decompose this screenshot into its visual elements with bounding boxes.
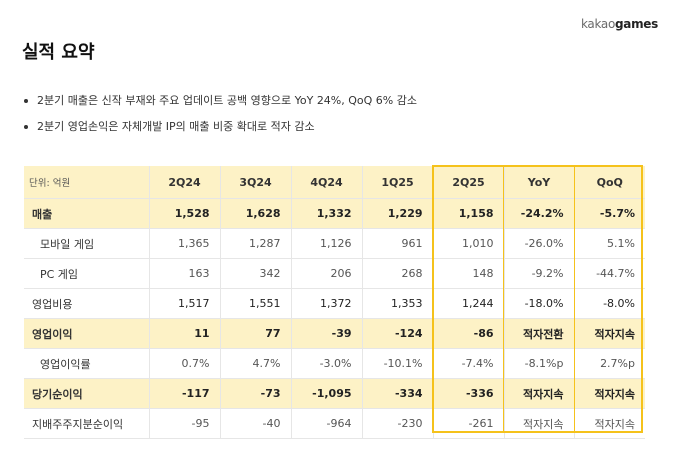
table-cell: -18.0% [504,288,575,319]
logo-kakao-text: kakao [580,17,616,31]
bullet-text: 2분기 영업손익은 자체개발 IP의 매출 비중 확대로 적자 감소 [37,120,315,133]
row-label: PC 게임 [24,258,150,289]
table-cell: 1,517 [149,288,221,319]
table-cell: 77 [220,318,292,349]
column-header: 1Q25 [362,166,434,199]
table-header-row: 단위: 억원 2Q24 3Q24 4Q24 1Q25 2Q25 YoY QoQ [24,166,645,199]
table-cell: 1,229 [362,198,434,229]
table-cell: -124 [362,318,434,349]
table-cell: 2.7%p [574,348,645,379]
table-row-controlling-net-income: 지배주주지분순이익 -95 -40 -964 -230 -261 적자지속 적자… [24,408,645,439]
table-cell: 1,528 [149,198,221,229]
table-cell: 206 [291,258,363,289]
table-row-opex: 영업비용 1,517 1,551 1,372 1,353 1,244 -18.0… [24,288,645,319]
column-header: 2Q24 [149,166,221,199]
table-cell: 961 [362,228,434,259]
table-cell: 11 [149,318,221,349]
unit-label: 단위: 억원 [24,166,150,199]
table-cell: 1,372 [291,288,363,319]
table-cell: 1,551 [220,288,292,319]
table-cell: 1,332 [291,198,363,229]
table-cell: 적자지속 [504,378,575,409]
summary-bullets: 2분기 매출은 신작 부재와 주요 업데이트 공백 영향으로 YoY 24%, … [24,94,417,146]
table-cell: -1,095 [291,378,363,409]
table-cell: 1,628 [220,198,292,229]
page-title: 실적 요약 [22,42,95,63]
table-cell: -24.2% [504,198,575,229]
row-label: 영업이익률 [24,348,150,379]
table-cell: -40 [220,408,292,439]
table-cell: 342 [220,258,292,289]
table-cell: 148 [433,258,505,289]
table-row-pc: PC 게임 163 342 206 268 148 -9.2% -44.7% [24,258,645,289]
table-cell: 1,158 [433,198,505,229]
table-cell: -117 [149,378,221,409]
column-header: QoQ [574,166,645,199]
table-cell: -86 [433,318,505,349]
table-cell: 적자전환 [504,318,575,349]
table-cell: 적자지속 [504,408,575,439]
table-row-operating-profit: 영업이익 11 77 -39 -124 -86 적자전환 적자지속 [24,318,645,349]
table-cell: 4.7% [220,348,292,379]
bullet-dot-icon [24,99,28,103]
table-cell: -7.4% [433,348,505,379]
bullet-item: 2분기 매출은 신작 부재와 주요 업데이트 공백 영향으로 YoY 24%, … [24,94,417,108]
table-cell: -8.1%p [504,348,575,379]
column-header: 3Q24 [220,166,292,199]
table-cell: -334 [362,378,434,409]
table-row-mobile: 모바일 게임 1,365 1,287 1,126 961 1,010 -26.0… [24,228,645,259]
table-cell: 적자지속 [574,378,645,409]
table-cell: 1,010 [433,228,505,259]
table-cell: 0.7% [149,348,221,379]
row-label: 영업비용 [24,288,150,319]
column-header: YoY [504,166,575,199]
table-row-revenue: 매출 1,528 1,628 1,332 1,229 1,158 -24.2% … [24,198,645,229]
table-cell: 1,353 [362,288,434,319]
row-label: 매출 [24,198,150,229]
table-cell: -9.2% [504,258,575,289]
table-cell: -3.0% [291,348,363,379]
row-label: 당기순이익 [24,378,150,409]
table-cell: 1,287 [220,228,292,259]
column-header: 2Q25 [433,166,505,199]
table-cell: 1,126 [291,228,363,259]
table-cell: -964 [291,408,363,439]
table-cell: -8.0% [574,288,645,319]
table-cell: 268 [362,258,434,289]
kakaogames-logo: kakaogames [581,17,658,31]
table-cell: -95 [149,408,221,439]
earnings-summary-table: 단위: 억원 2Q24 3Q24 4Q24 1Q25 2Q25 YoY QoQ … [24,166,645,439]
column-header: 4Q24 [291,166,363,199]
table-cell: -44.7% [574,258,645,289]
table-cell: -261 [433,408,505,439]
logo-games-text: games [615,17,658,31]
bullet-dot-icon [24,125,28,129]
bullet-item: 2분기 영업손익은 자체개발 IP의 매출 비중 확대로 적자 감소 [24,120,417,134]
row-label: 모바일 게임 [24,228,150,259]
table-cell: -5.7% [574,198,645,229]
table-cell: 5.1% [574,228,645,259]
table-cell: -39 [291,318,363,349]
table-cell: 163 [149,258,221,289]
table-cell: 1,365 [149,228,221,259]
table-cell: 적자지속 [574,408,645,439]
table-cell: -73 [220,378,292,409]
bullet-text: 2분기 매출은 신작 부재와 주요 업데이트 공백 영향으로 YoY 24%, … [37,94,417,107]
table-row-net-income: 당기순이익 -117 -73 -1,095 -334 -336 적자지속 적자지… [24,378,645,409]
table-cell: -230 [362,408,434,439]
table-cell: 적자지속 [574,318,645,349]
row-label: 지배주주지분순이익 [24,408,150,439]
table-row-operating-margin: 영업이익률 0.7% 4.7% -3.0% -10.1% -7.4% -8.1%… [24,348,645,379]
table-cell: -26.0% [504,228,575,259]
row-label: 영업이익 [24,318,150,349]
table-cell: -336 [433,378,505,409]
table-cell: 1,244 [433,288,505,319]
table-cell: -10.1% [362,348,434,379]
